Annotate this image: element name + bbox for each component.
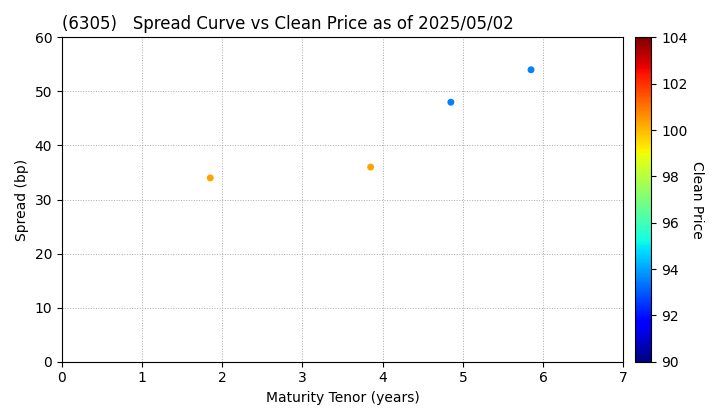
Point [365,164,377,171]
Point [204,175,216,181]
Text: (6305)   Spread Curve vs Clean Price as of 2025/05/02: (6305) Spread Curve vs Clean Price as of… [62,15,513,33]
X-axis label: Maturity Tenor (years): Maturity Tenor (years) [266,391,420,405]
Point [526,66,537,73]
Y-axis label: Spread (bp): Spread (bp) [15,158,29,241]
Y-axis label: Clean Price: Clean Price [690,161,704,239]
Point [445,99,456,105]
